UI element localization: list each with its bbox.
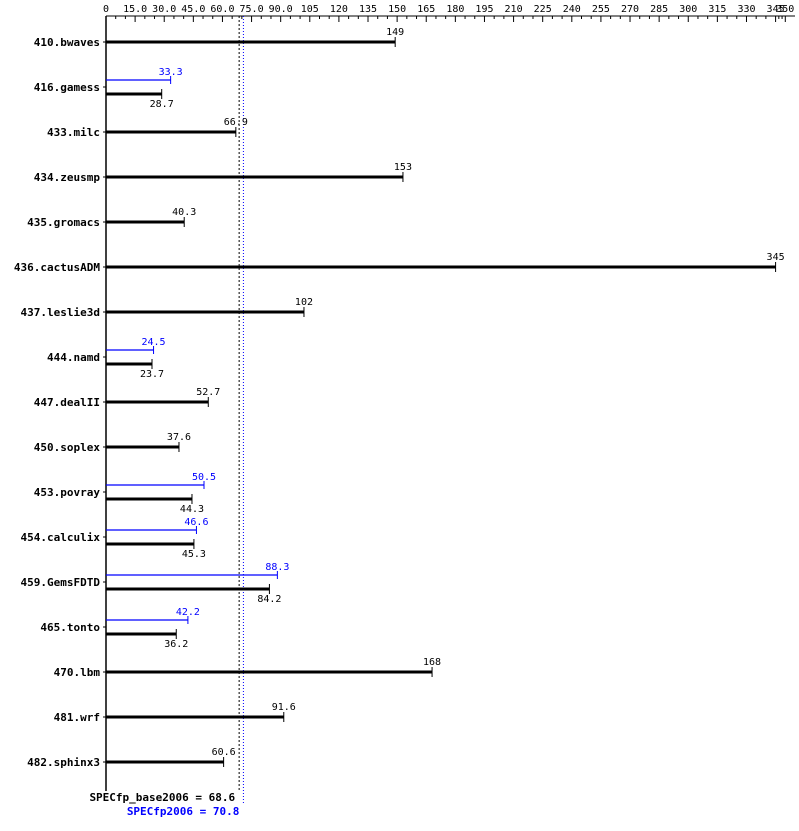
axis-tick-label: 120 xyxy=(330,4,348,15)
axis-tick-label: 315 xyxy=(708,4,726,15)
axis-tick-label: 210 xyxy=(505,4,523,15)
benchmark-label: 444.namd xyxy=(47,351,100,364)
chart-svg: 0 15.0 30.0 45.0 60.0 75.0 90.0 105 120 135 150 165… xyxy=(0,0,799,831)
benchmark-label: 450.soplex xyxy=(34,441,101,454)
benchmark-label: 465.tonto xyxy=(40,621,100,634)
benchmark-label: 410.bwaves xyxy=(34,36,100,49)
axis-tick-label: 30.0 xyxy=(152,4,176,15)
axis-tick-label: 330 xyxy=(737,4,755,15)
benchmark-label: 436.cactusADM xyxy=(14,261,100,274)
base-value-label: 91.6 xyxy=(272,702,296,713)
peak-value-label: 24.5 xyxy=(142,337,166,348)
peak-value-label: 50.5 xyxy=(192,472,216,483)
base-value-label: 102 xyxy=(295,297,313,308)
axis-tick-label: 150 xyxy=(388,4,406,15)
axis-tick-label: 180 xyxy=(446,4,464,15)
peak-value-label: 33.3 xyxy=(159,67,183,78)
benchmark-label: 470.lbm xyxy=(54,666,101,679)
base-value-label: 52.7 xyxy=(196,387,220,398)
axis-tick-label: 240 xyxy=(563,4,581,15)
base-value-label: 44.3 xyxy=(180,504,204,515)
axis-tick-label: 135 xyxy=(359,4,377,15)
axis-tick-label: 255 xyxy=(592,4,610,15)
base-value-label: 168 xyxy=(423,657,441,668)
base-value-label: 36.2 xyxy=(164,639,188,650)
axis-tick-label: 350 xyxy=(776,4,794,15)
base-value-label: 28.7 xyxy=(150,99,174,110)
benchmark-label: 447.dealII xyxy=(34,396,100,409)
axis-tick-label: 15.0 xyxy=(123,4,147,15)
axis-tick-label: 105 xyxy=(301,4,319,15)
axis-tick-label: 90.0 xyxy=(269,4,293,15)
peak-value-label: 88.3 xyxy=(265,562,289,573)
peak-value-label: 46.6 xyxy=(184,517,208,528)
benchmark-label: 481.wrf xyxy=(54,711,100,724)
summary-peak-label: SPECfp2006 = 70.8 xyxy=(127,805,240,818)
summary-base-label: SPECfp_base2006 = 68.6 xyxy=(89,791,235,804)
base-value-label: 37.6 xyxy=(167,432,191,443)
benchmark-label: 437.leslie3d xyxy=(21,306,100,319)
axis-tick-label: 45.0 xyxy=(181,4,205,15)
benchmark-label: 454.calculix xyxy=(21,531,101,544)
benchmark-label: 416.gamess xyxy=(34,81,100,94)
base-value-label: 84.2 xyxy=(257,594,281,605)
axis-tick-label: 0 xyxy=(103,4,109,15)
benchmark-label: 434.zeusmp xyxy=(34,171,101,184)
base-value-label: 40.3 xyxy=(172,207,196,218)
benchmark-label: 453.povray xyxy=(34,486,101,499)
base-value-label: 345 xyxy=(767,252,785,263)
axis-tick-label: 195 xyxy=(475,4,493,15)
base-value-label: 45.3 xyxy=(182,549,206,560)
benchmark-label: 433.milc xyxy=(47,126,100,139)
axis-tick-label: 225 xyxy=(534,4,552,15)
base-value-label: 149 xyxy=(386,27,404,38)
axis-tick-label: 75.0 xyxy=(240,4,264,15)
benchmark-label: 459.GemsFDTD xyxy=(21,576,101,589)
axis-tick-label: 165 xyxy=(417,4,435,15)
benchmark-label: 482.sphinx3 xyxy=(27,756,100,769)
base-value-label: 153 xyxy=(394,162,412,173)
benchmark-label: 435.gromacs xyxy=(27,216,100,229)
axis-tick-label: 300 xyxy=(679,4,697,15)
base-value-label: 23.7 xyxy=(140,369,164,380)
axis-tick-label: 270 xyxy=(621,4,639,15)
peak-value-label: 42.2 xyxy=(176,607,200,618)
axis-tick-label: 285 xyxy=(650,4,668,15)
base-value-label: 66.9 xyxy=(224,117,248,128)
axis-tick-label: 60.0 xyxy=(210,4,234,15)
spec-chart: 0 15.0 30.0 45.0 60.0 75.0 90.0 105 120 135 150 165… xyxy=(0,0,799,831)
base-value-label: 60.6 xyxy=(212,747,236,758)
